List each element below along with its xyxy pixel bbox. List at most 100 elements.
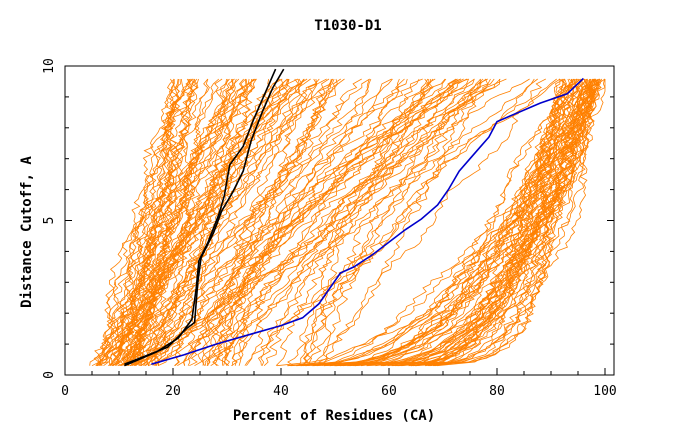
model-curve	[129, 78, 400, 367]
model-curve	[287, 78, 482, 367]
chart-title: T1030-D1	[314, 18, 381, 34]
model-curve	[115, 78, 181, 367]
model-curve	[425, 78, 587, 367]
x-axis-label: Percent of Residues (CA)	[233, 408, 435, 424]
model-curve	[313, 78, 578, 367]
model-curve	[204, 78, 342, 366]
x-axis: 0 20 40 60 80 100	[61, 368, 617, 399]
model-curve	[109, 78, 194, 366]
model-curve	[132, 78, 227, 366]
highlight-curve-1	[124, 68, 285, 365]
x-tick-label: 40	[273, 384, 289, 399]
model-curve	[98, 78, 190, 366]
model-curve	[129, 78, 370, 367]
y-tick-label: 0	[42, 371, 57, 379]
y-axis: 0 5 10	[42, 58, 614, 379]
model-curve	[231, 78, 538, 367]
model-curve	[310, 78, 561, 367]
model-curve	[410, 78, 566, 367]
model-curve	[125, 78, 283, 366]
model-curve	[150, 78, 469, 367]
model-curve	[437, 78, 592, 367]
model-curve	[141, 78, 429, 367]
model-curve	[223, 78, 461, 366]
model-curve	[416, 78, 588, 367]
model-curve	[143, 78, 362, 366]
model-curve	[412, 78, 598, 367]
x-tick-label: 0	[61, 384, 69, 399]
model-curve	[128, 78, 333, 366]
model-curve	[115, 78, 237, 366]
model-curve	[95, 78, 197, 366]
model-curve	[177, 78, 334, 367]
model-curve	[206, 78, 457, 366]
model-curve	[415, 78, 596, 367]
x-tick-label: 100	[593, 384, 616, 399]
model-curve	[115, 78, 246, 366]
model-curve	[408, 79, 598, 367]
model-curve	[103, 78, 305, 367]
model-curve	[303, 78, 495, 366]
model-curve	[210, 78, 430, 367]
model-curve	[98, 78, 299, 366]
model-curve	[197, 78, 423, 366]
highlight-curve-3	[151, 77, 584, 365]
model-curve	[263, 78, 475, 366]
model-curve	[275, 78, 432, 366]
model-curve	[380, 78, 602, 367]
model-curve	[148, 78, 327, 366]
model-curve	[387, 78, 585, 367]
model-curve	[318, 78, 489, 366]
model-curve	[375, 78, 580, 367]
model-curve	[224, 78, 475, 366]
model-curve	[157, 78, 408, 366]
background-model-curves	[89, 78, 606, 367]
model-curve	[99, 78, 308, 367]
model-curve	[244, 78, 535, 366]
model-curve	[296, 78, 562, 367]
model-curve	[305, 78, 589, 367]
model-curve	[298, 78, 420, 366]
model-curve	[93, 78, 247, 366]
x-tick-label: 80	[489, 384, 505, 399]
highlight-curve-2	[124, 68, 277, 367]
model-curve	[152, 78, 193, 366]
model-curve	[206, 78, 482, 366]
y-tick-label: 5	[42, 217, 57, 225]
model-curve	[300, 78, 491, 367]
model-curve	[144, 78, 257, 367]
model-curve	[138, 78, 240, 367]
x-tick-label: 60	[381, 384, 397, 399]
model-curve	[415, 78, 581, 367]
model-curve	[121, 78, 209, 366]
model-curve	[212, 78, 318, 367]
model-curve	[232, 78, 530, 366]
y-axis-label: Distance Cutoff, A	[19, 156, 35, 308]
model-curve	[183, 78, 392, 366]
model-curve	[213, 78, 557, 366]
model-curve	[257, 78, 434, 366]
model-curve	[232, 78, 501, 366]
plot-frame	[64, 65, 615, 376]
model-curve	[222, 78, 372, 366]
model-curve	[131, 78, 179, 367]
model-curve	[157, 78, 338, 366]
model-curve	[360, 78, 584, 367]
model-curve	[391, 78, 566, 367]
y-tick-label: 10	[42, 58, 57, 74]
highlight-curves	[124, 68, 584, 367]
model-curve	[354, 78, 596, 367]
x-tick-label: 20	[165, 384, 181, 399]
model-curve	[396, 78, 592, 367]
model-curve	[342, 78, 576, 367]
model-curve	[117, 78, 281, 367]
model-curve	[299, 78, 430, 366]
model-curve	[134, 78, 393, 367]
model-curve	[429, 78, 571, 367]
model-curve	[300, 78, 565, 367]
model-curve	[300, 78, 571, 367]
model-curve	[125, 78, 175, 366]
model-curve	[203, 78, 335, 366]
model-curve	[238, 78, 507, 366]
